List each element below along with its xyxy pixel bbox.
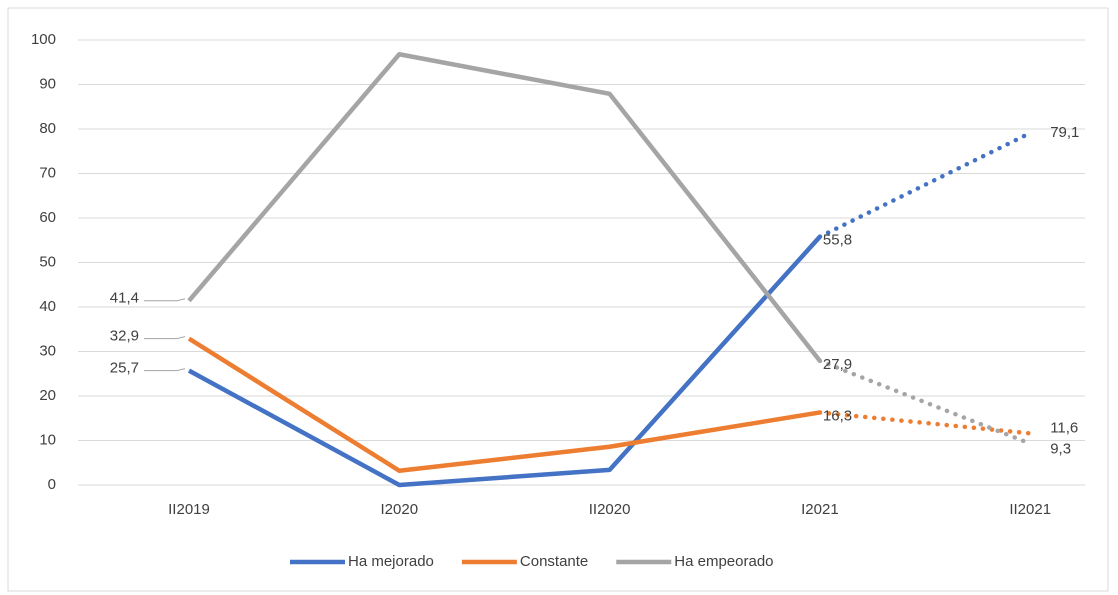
y-tick-label: 20	[39, 387, 56, 404]
data-label: 32,9	[110, 328, 139, 345]
legend-label: Ha mejorado	[348, 553, 434, 570]
series-line-projection	[817, 410, 1033, 436]
y-tick-label: 70	[39, 164, 56, 181]
data-label: 16,3	[823, 407, 852, 424]
x-tick-label: II2021	[1009, 501, 1051, 518]
label-leader	[144, 298, 186, 302]
y-tick-label: 100	[31, 31, 56, 48]
data-label: 11,6	[1050, 419, 1078, 436]
series-line	[187, 336, 821, 474]
data-label: 25,7	[110, 360, 139, 377]
data-label: 9,3	[1050, 441, 1071, 458]
series-line	[187, 51, 822, 363]
series-line	[187, 235, 822, 488]
series-line-projection	[817, 130, 1033, 239]
x-tick-label: I2021	[801, 501, 839, 518]
y-tick-label: 80	[39, 120, 56, 137]
y-tick-label: 50	[39, 253, 56, 270]
y-tick-label: 60	[39, 209, 56, 226]
data-label: 27,9	[823, 356, 852, 373]
y-tick-label: 30	[39, 342, 56, 359]
data-label: 41,4	[110, 290, 139, 307]
legend-label: Ha empeorado	[674, 553, 773, 570]
y-tick-label: 90	[39, 75, 56, 92]
y-tick-label: 40	[39, 298, 56, 315]
legend-label: Constante	[520, 553, 588, 570]
series-line-projection	[817, 358, 1033, 446]
y-tick-label: 0	[48, 476, 56, 493]
x-tick-label: II2020	[589, 501, 631, 518]
y-tick-label: 10	[39, 431, 56, 448]
data-label: 79,1	[1050, 124, 1079, 141]
label-leader	[144, 336, 186, 340]
label-leader	[144, 368, 186, 372]
x-tick-label: II2019	[168, 501, 210, 518]
data-label: 55,8	[823, 232, 852, 249]
x-tick-label: I2020	[381, 501, 419, 518]
